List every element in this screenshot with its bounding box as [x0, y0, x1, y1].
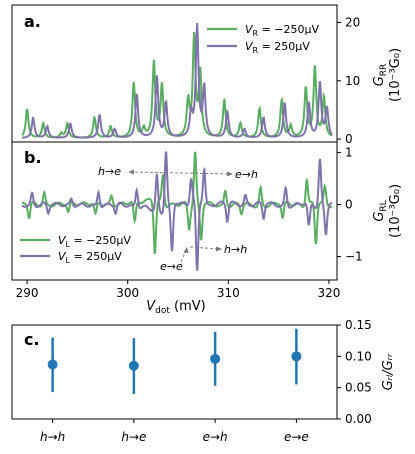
c-ytick-label-1: 0.05: [345, 381, 372, 395]
svg-text:(10⁻³G₀): (10⁻³G₀): [388, 48, 403, 102]
b-xtick-label-3: 320: [317, 286, 340, 300]
legend-b-purple-label: VL = 250µV: [58, 250, 122, 265]
legend-b-green-label: VL = −250µV: [58, 234, 131, 249]
series-b-purple: [21, 151, 333, 271]
point-2: [210, 353, 221, 364]
a-ytick-label-2: 20: [345, 15, 360, 29]
arrowhead-hh: [216, 246, 222, 252]
b-ytick-label-0: −1: [345, 250, 363, 264]
panel-c-letter: c.: [24, 330, 40, 349]
panel-a-ylabel: GRR (10⁻³G₀): [372, 48, 403, 102]
point-1: [128, 360, 139, 371]
panel-c-points: [47, 328, 302, 394]
panel-c-yticks: 0.00 0.05 0.10 0.15: [337, 318, 372, 426]
svg-text:(10⁻³G₀): (10⁻³G₀): [388, 184, 403, 238]
svg-text:GRR: GRR: [372, 64, 389, 87]
annotation-h-to-e: h→e: [98, 165, 121, 178]
panel-c-xticks: h→h h→e e→h e→e: [40, 419, 309, 444]
annotation-arrow-hh: [189, 246, 221, 250]
arrowhead-eh: [227, 171, 233, 177]
arrowhead-ee: [183, 247, 189, 253]
arrowhead-he: [128, 169, 134, 175]
annotation-e-to-h: e→h: [235, 168, 258, 181]
c-ytick-label-2: 0.10: [345, 349, 372, 363]
c-xtick-label-2: e→h: [203, 430, 228, 444]
annotation-h-to-h: h→h: [224, 243, 247, 256]
panel-c-ylabel: Gᵣₗ/Gᵣᵣ: [381, 353, 396, 390]
panel-a-traces: [21, 23, 333, 139]
point-0: [47, 359, 58, 370]
b-ytick-label-2: 1: [345, 145, 353, 159]
b-xtick-label-1: 300: [116, 286, 139, 300]
panel-a-letter: a.: [24, 12, 41, 31]
c-ytick-label-3: 0.15: [345, 318, 372, 332]
c-xtick-label-1: h→e: [121, 430, 146, 444]
c-ytick-label-0: 0.00: [345, 412, 372, 426]
a-ytick-label-0: 0: [345, 132, 353, 146]
c-xtick-label-0: h→h: [40, 430, 65, 444]
legend-a-green-label: VR = −250µV: [245, 23, 320, 38]
series-a-purple: [21, 23, 333, 139]
c-xtick-label-3: e→e: [284, 430, 309, 444]
panel-c: 0.00 0.05 0.10 0.15 h→h h→e e→h e→e c. Gᵣₗ/Gᵣᵣ: [11, 318, 396, 444]
panel-b: −1 0 1 290 300 310 320 b. h→e e→h h→h e→e VL …: [11, 141, 403, 316]
panel-b-xlabel: Vdot (mV): [146, 299, 206, 316]
panel-b-yticks: −1 0 1: [337, 145, 363, 264]
panel-a-legend: VR = −250µV VR = 250µV: [207, 23, 320, 55]
panel-b-traces: [21, 151, 333, 271]
panel-b-frame: [11, 141, 338, 281]
panel-a: 0 10 20 a. VR = −250µV VR = 250µV GRR (10⁻…: [11, 4, 403, 146]
panel-b-annotations: h→e e→h h→h e→e: [98, 165, 258, 273]
annotation-e-to-e: e→e: [160, 260, 183, 273]
point-3: [291, 351, 302, 362]
panel-c-frame: [11, 324, 338, 420]
panel-b-legend: VL = −250µV VL = 250µV: [20, 234, 131, 265]
b-xtick-label-2: 310: [217, 286, 240, 300]
svg-text:GRL: GRL: [372, 200, 389, 221]
annotation-arrow-he-eh: [129, 171, 231, 175]
a-ytick-label-1: 10: [345, 74, 360, 88]
b-ytick-label-1: 0: [345, 197, 353, 211]
panel-b-xticks: 290 300 310 320: [16, 280, 340, 300]
panel-b-letter: b.: [24, 148, 42, 167]
legend-a-purple-label: VR = 250µV: [245, 40, 310, 55]
panel-b-ylabel: GRL (10⁻³G₀): [372, 184, 403, 238]
b-xtick-label-0: 290: [16, 286, 39, 300]
panel-a-yticks: 0 10 20: [337, 15, 360, 146]
